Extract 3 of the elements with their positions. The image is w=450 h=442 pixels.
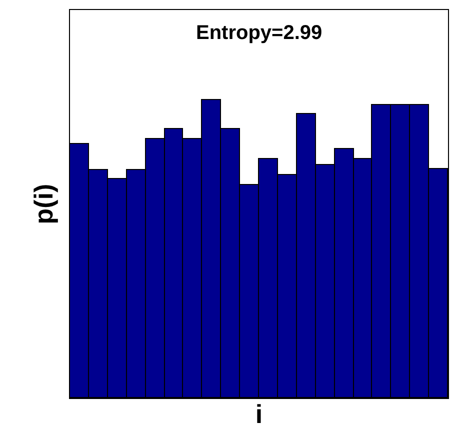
chart-title: Entropy=2.99 — [196, 22, 322, 44]
y-axis-title: p(i) — [28, 184, 58, 224]
x-axis-title: i — [255, 399, 263, 430]
